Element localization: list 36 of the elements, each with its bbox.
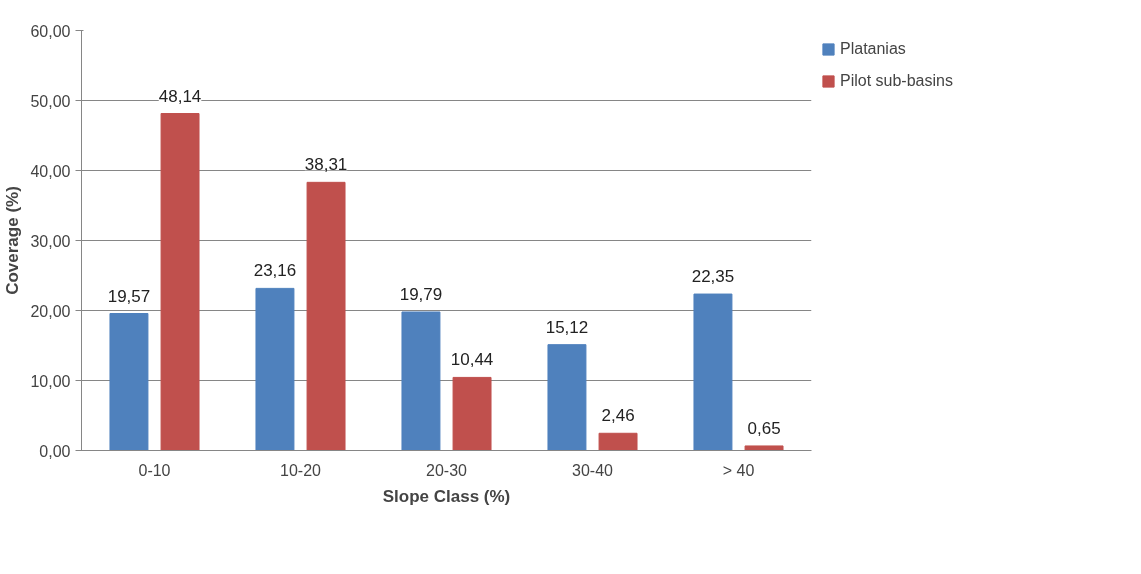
data-label: 19,79: [399, 284, 443, 304]
bar: [452, 376, 492, 451]
y-tick-label: 30,00: [30, 232, 71, 250]
bar: [401, 311, 441, 451]
x-tick-label: 20-30: [426, 461, 468, 479]
x-tick-label: 10-20: [280, 461, 322, 479]
data-label: 22,35: [691, 267, 735, 287]
bar: [160, 113, 200, 451]
data-label: 23,16: [253, 261, 297, 281]
bar: [598, 432, 638, 451]
data-label: 48,14: [158, 86, 202, 106]
legend-label: Platanias: [840, 40, 906, 58]
data-label: 0,65: [747, 418, 781, 438]
x-tick-label: 30-40: [572, 461, 614, 479]
y-tick-label: 10,00: [30, 372, 71, 390]
bar: [109, 313, 149, 451]
x-axis-title: Slope Class (%): [382, 486, 511, 506]
bar: [744, 445, 784, 451]
data-label: 10,44: [450, 350, 494, 370]
data-label: 15,12: [545, 317, 589, 337]
bar: [693, 293, 733, 451]
y-axis-title: Coverage (%): [3, 186, 23, 295]
y-tick-label: 40,00: [30, 162, 71, 180]
legend-label: Pilot sub-basins: [840, 72, 953, 90]
data-label: 38,31: [304, 155, 348, 175]
data-label: 19,57: [107, 286, 151, 306]
y-tick-label: 20,00: [30, 302, 71, 320]
bar: [306, 181, 346, 451]
y-tick-label: 50,00: [30, 92, 71, 110]
x-tick-label: 0-10: [138, 461, 171, 479]
x-tick-label: > 40: [722, 461, 755, 479]
bar: [547, 344, 587, 451]
bar: [255, 287, 295, 451]
y-tick-label: 60,00: [30, 22, 71, 40]
data-label: 2,46: [601, 406, 635, 426]
y-tick-label: 0,00: [39, 442, 71, 460]
